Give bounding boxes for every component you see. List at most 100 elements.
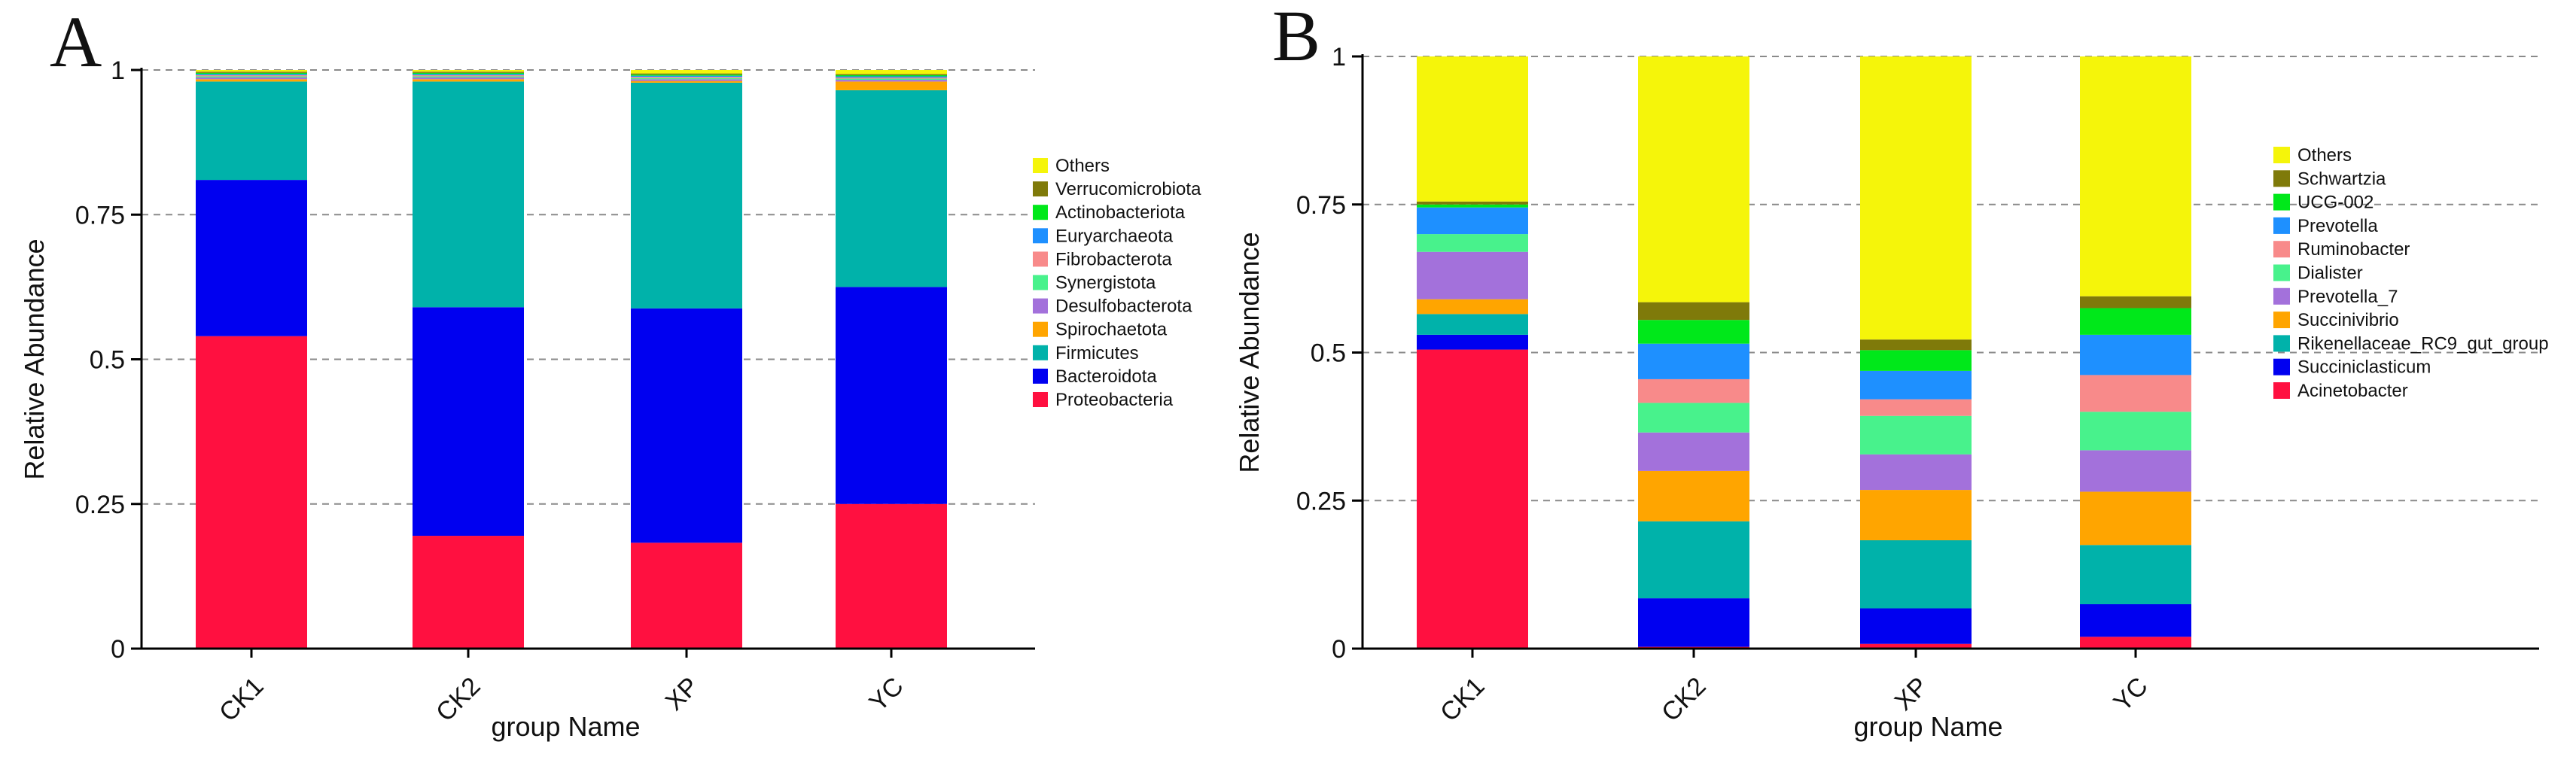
y-axis-title-b: Relative Abundance xyxy=(1234,232,1265,473)
bar-segment-b-xp-3 xyxy=(1860,490,1972,540)
bar-segment-b-yc-7 xyxy=(2080,334,2191,375)
bar-segment-a-xp-8 xyxy=(631,74,742,76)
bar-segment-a-xp-2 xyxy=(631,82,742,309)
legend-label-b-4: Prevotella_7 xyxy=(2297,287,2398,307)
bar-segment-a-xp-5 xyxy=(631,78,742,80)
legend-swatch-a-0 xyxy=(1033,392,1048,407)
bar-segment-b-xp-0 xyxy=(1860,643,1972,649)
legend-label-b-9: Schwartzia xyxy=(2297,169,2386,189)
legend-swatch-a-5 xyxy=(1033,275,1048,290)
legend-label-a-2: Firmicutes xyxy=(1055,343,1139,363)
legend-swatch-a-6 xyxy=(1033,251,1048,267)
bar-segment-b-xp-10 xyxy=(1860,56,1972,340)
bar-segment-a-yc-7 xyxy=(836,76,947,78)
bar-segment-a-ck1-10 xyxy=(196,70,307,72)
bar-segment-b-ck1-9 xyxy=(1417,201,1528,205)
bar-segment-b-xp-5 xyxy=(1860,415,1972,454)
bar-segment-b-ck1-0 xyxy=(1417,349,1528,649)
bar-segment-a-ck1-3 xyxy=(196,79,307,82)
legend-swatch-b-9 xyxy=(2273,170,2290,187)
bar-segment-b-ck2-1 xyxy=(1638,598,1749,647)
legend-swatch-a-9 xyxy=(1033,181,1048,197)
x-tick-label-a: YC xyxy=(863,672,909,717)
panel-a-letter: A xyxy=(50,2,102,82)
bar-segment-a-yc-10 xyxy=(836,70,947,74)
legend-label-a-10: Others xyxy=(1055,156,1110,176)
y-tick-label-a: 0.5 xyxy=(90,346,125,375)
bar-segment-a-ck1-7 xyxy=(196,74,307,75)
legend-swatch-a-8 xyxy=(1033,205,1048,220)
bar-segment-a-ck2-5 xyxy=(413,76,524,78)
legend-label-b-2: Rikenellaceae_RC9_gut_group xyxy=(2297,333,2549,354)
bar-segment-b-xp-6 xyxy=(1860,399,1972,416)
bar-segment-a-ck2-9 xyxy=(413,71,524,73)
bar-segment-a-yc-4 xyxy=(836,80,947,82)
bar-segment-a-ck1-8 xyxy=(196,72,307,74)
bar-segment-a-yc-1 xyxy=(836,287,947,504)
bar-segment-b-ck1-8 xyxy=(1417,204,1528,208)
bar-segment-a-xp-1 xyxy=(631,308,742,543)
bar-segment-a-xp-4 xyxy=(631,79,742,81)
bar-segment-b-xp-8 xyxy=(1860,350,1972,371)
bar-segment-b-ck2-5 xyxy=(1638,403,1749,433)
bar-segment-a-ck2-2 xyxy=(413,81,524,308)
x-tick-label-b: YC xyxy=(2108,672,2153,717)
panel-b: B 0 0.25 0.5 0.75 1 CK1 CK2 XP YC Relative Abunda… xyxy=(1234,0,2549,742)
legend-label-a-9: Verrucomicrobiota xyxy=(1055,179,1201,199)
bar-segment-b-yc-5 xyxy=(2080,412,2191,451)
legend-swatch-b-1 xyxy=(2273,358,2290,375)
bar-segment-b-xp-1 xyxy=(1860,608,1972,644)
bar-segment-b-ck2-3 xyxy=(1638,470,1749,521)
bar-segment-a-ck1-6 xyxy=(196,74,307,77)
legend-label-b-5: Dialister xyxy=(2297,263,2363,284)
legend-label-b-7: Prevotella xyxy=(2297,216,2378,236)
legend-label-b-1: Succiniclasticum xyxy=(2297,357,2431,378)
bar-segment-a-yc-5 xyxy=(836,78,947,81)
legend-label-a-0: Proteobacteria xyxy=(1055,390,1174,410)
legend-label-b-10: Others xyxy=(2297,145,2352,166)
y-tick-label-a: 0.25 xyxy=(75,491,125,519)
y-tick-label-b: 1 xyxy=(1332,43,1346,71)
bar-segment-a-ck2-1 xyxy=(413,307,524,537)
panel-b-letter: B xyxy=(1272,0,1320,76)
bar-segment-b-yc-8 xyxy=(2080,308,2191,335)
legend-label-a-5: Synergistota xyxy=(1055,273,1156,293)
bar-segment-a-ck2-0 xyxy=(413,536,524,649)
x-axis-title-a: group Name xyxy=(491,711,640,742)
bar-segment-b-ck2-8 xyxy=(1638,320,1749,344)
bar-segment-b-xp-9 xyxy=(1860,339,1972,351)
bar-segment-b-ck1-10 xyxy=(1417,56,1528,202)
bar-segment-b-ck2-6 xyxy=(1638,378,1749,403)
panel-a: A 0 0.25 0.5 0.75 1 CK1 CK2 XP YC Relative Abunda… xyxy=(19,2,1201,742)
legend-label-b-0: Acinetobacter xyxy=(2297,381,2408,401)
x-axis-title-b: group Name xyxy=(1853,711,2002,742)
y-axis-title-a: Relative Abundance xyxy=(19,239,50,479)
bar-segment-b-ck2-2 xyxy=(1638,521,1749,599)
bar-segment-b-yc-1 xyxy=(2080,603,2191,637)
legend-label-a-8: Actinobacteriota xyxy=(1055,202,1186,223)
legend-swatch-a-4 xyxy=(1033,298,1048,314)
bar-segment-a-ck2-4 xyxy=(413,77,524,80)
bar-segment-a-ck2-10 xyxy=(413,70,524,72)
y-tick-label-b: 0.25 xyxy=(1296,487,1346,515)
bar-segment-b-ck2-4 xyxy=(1638,432,1749,471)
bar-segment-b-yc-9 xyxy=(2080,296,2191,309)
legend-swatch-a-3 xyxy=(1033,321,1048,337)
x-tick-label-b: CK2 xyxy=(1656,672,1712,728)
bar-segment-b-ck1-4 xyxy=(1417,251,1528,299)
legend-label-a-4: Desulfobacterota xyxy=(1055,296,1192,317)
bar-segment-b-ck2-10 xyxy=(1638,56,1749,302)
bar-segment-a-yc-6 xyxy=(836,77,947,79)
bar-segment-b-xp-2 xyxy=(1860,540,1972,609)
bar-segment-a-xp-9 xyxy=(631,73,742,75)
x-tick-label-b: CK1 xyxy=(1435,672,1490,728)
bar-segment-b-yc-10 xyxy=(2080,56,2191,296)
bar-segment-b-ck1-2 xyxy=(1417,314,1528,335)
legend-label-a-3: Spirochaetota xyxy=(1055,320,1168,340)
legend-swatch-b-0 xyxy=(2273,382,2290,399)
legend-swatch-b-3 xyxy=(2273,312,2290,329)
bar-segment-a-yc-0 xyxy=(836,503,947,649)
y-tick-label-a: 0 xyxy=(111,635,125,664)
bar-segment-a-ck1-9 xyxy=(196,71,307,73)
